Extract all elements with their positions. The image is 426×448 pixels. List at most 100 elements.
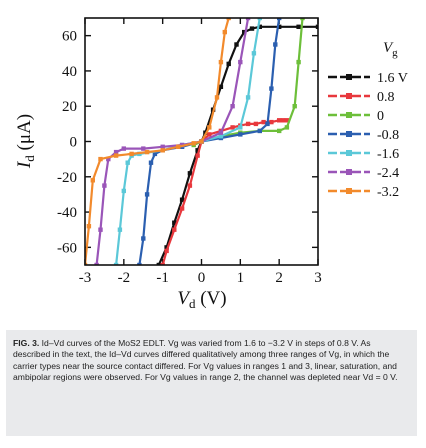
data-point [245, 95, 251, 100]
data-point [277, 128, 282, 134]
data-point [179, 206, 185, 211]
x-tick-label: -3 [79, 270, 92, 286]
data-point [230, 104, 235, 109]
data-point [218, 59, 224, 65]
data-point [121, 146, 126, 151]
legend-label: 1.6 V [377, 71, 408, 86]
series-line [85, 18, 230, 265]
data-point [269, 86, 274, 91]
data-point [269, 119, 274, 125]
data-point [106, 156, 111, 162]
legend-item: -1.6 [328, 147, 399, 162]
y-tick-label: -20 [57, 170, 77, 186]
y-tick-label: -40 [57, 205, 77, 221]
data-point [164, 245, 169, 250]
x-axis-title: Vd (V) [177, 288, 226, 310]
legend-marker [346, 169, 352, 175]
series-line [138, 18, 281, 265]
data-point [226, 18, 231, 21]
data-point [156, 262, 161, 265]
legend-label: -3.2 [377, 185, 399, 200]
data-point [191, 141, 196, 146]
series-1 [160, 118, 290, 265]
legend-title: Vg [383, 40, 398, 59]
legend-marker [346, 74, 352, 80]
data-point [98, 156, 103, 162]
data-point [90, 178, 95, 183]
x-tick-label: 0 [198, 270, 206, 286]
figure-caption: FIG. 3. Id–Vd curves of the MoS2 EDLT. V… [6, 330, 417, 436]
y-tick-labels: 60 40 20 0 -20 -40 -60 [57, 29, 77, 257]
data-point [277, 18, 282, 21]
data-point [179, 197, 185, 202]
data-point [249, 26, 255, 31]
legend-label: -0.8 [377, 128, 399, 143]
y-tick-label: 40 [62, 64, 77, 80]
data-point [261, 119, 266, 125]
data-point [277, 24, 282, 29]
data-point [238, 132, 243, 137]
data-point [160, 262, 165, 265]
legend-marker [346, 150, 352, 156]
iv-chart: 60 40 20 0 -20 -40 -60 -3 -2 -1 0 1 2 3 Id (μA) Vd (… [14, 17, 408, 310]
data-point [160, 148, 165, 153]
data-point [214, 95, 220, 100]
x-tick-label: -2 [118, 270, 131, 286]
y-tick-label: 60 [62, 29, 77, 45]
data-point [253, 121, 259, 127]
data-point [296, 24, 301, 29]
data-point [121, 188, 126, 194]
x-tick-labels: -3 -2 -1 0 1 2 3 [79, 270, 322, 286]
data-point [152, 151, 158, 157]
legend-label: -2.4 [377, 166, 399, 181]
data-point [113, 153, 119, 158]
legend-marker [346, 188, 352, 194]
series-line [161, 119, 287, 265]
data-point [85, 262, 88, 265]
data-point [125, 160, 130, 165]
data-point [245, 121, 251, 127]
legend-marker [346, 112, 352, 118]
data-point [238, 59, 243, 65]
data-point [176, 144, 181, 149]
data-point [245, 18, 251, 21]
data-point [102, 183, 107, 188]
data-point [300, 18, 305, 21]
data-point [234, 42, 239, 47]
data-point [296, 59, 301, 65]
series-3 [137, 18, 282, 265]
data-point [257, 128, 262, 134]
legend: 1.6 V 0.8 0 -0.8 -1.6 -2.4 -3.2 [328, 71, 408, 200]
data-point [164, 248, 169, 254]
data-point [141, 146, 146, 151]
legend-label: -1.6 [377, 147, 399, 162]
data-point [230, 125, 235, 130]
data-point [144, 149, 150, 155]
data-point [129, 151, 134, 157]
y-tick-label: 0 [70, 135, 78, 151]
data-point [242, 29, 247, 35]
data-point [160, 144, 165, 149]
data-point [257, 18, 262, 21]
x-tick-label: 3 [314, 270, 322, 286]
x-tick-label: -1 [156, 270, 169, 286]
plot-frame [84, 17, 319, 266]
y-tick-label: 20 [62, 99, 77, 115]
series-line [115, 18, 261, 265]
data-point [226, 61, 231, 67]
series-6 [85, 18, 231, 265]
data-point [98, 227, 103, 232]
x-tick-label: 2 [275, 270, 283, 286]
data-point [187, 183, 193, 188]
data-point [137, 262, 142, 265]
data-point [284, 118, 290, 123]
legend-item: -0.8 [328, 128, 399, 143]
data-point [113, 149, 119, 155]
series-5 [94, 18, 251, 265]
data-point [218, 134, 224, 139]
axis-ticks [84, 18, 319, 265]
data-point [218, 84, 224, 89]
data-point [187, 171, 193, 176]
data-point [195, 153, 200, 158]
legend-item: -2.4 [328, 166, 399, 181]
